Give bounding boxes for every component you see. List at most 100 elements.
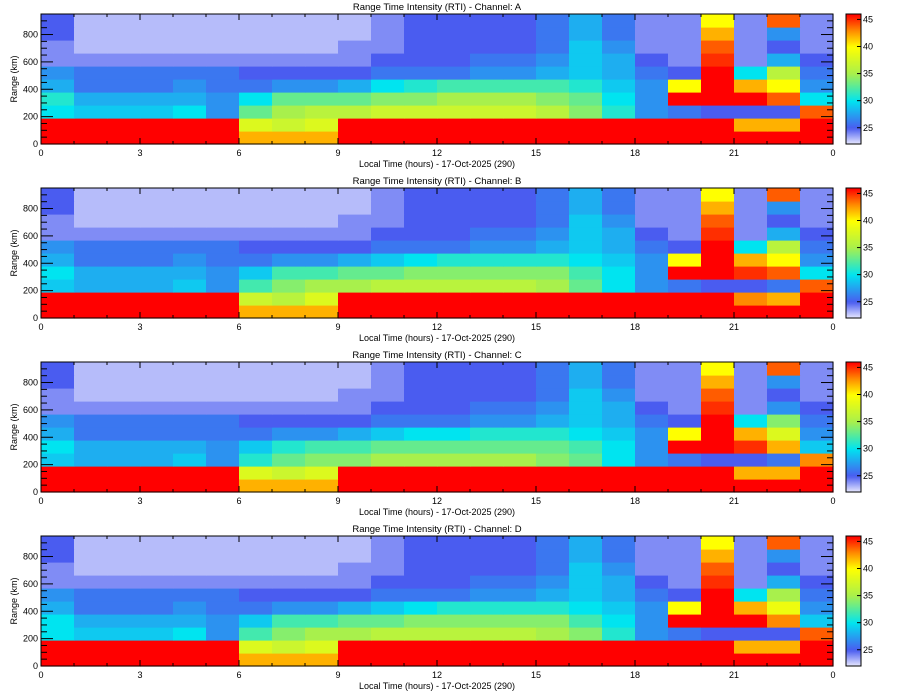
heatmap-cell <box>437 440 471 454</box>
colorbar-segment <box>846 266 861 269</box>
heatmap-cell <box>41 66 75 80</box>
heatmap-cell <box>41 118 75 132</box>
heatmap-cell <box>602 53 636 67</box>
colorbar-segment <box>846 422 861 425</box>
heatmap-cell <box>602 227 636 241</box>
heatmap-cell <box>107 427 141 441</box>
heatmap-cell <box>41 575 75 589</box>
colorbar-segment <box>846 440 861 443</box>
heatmap-cell <box>305 27 339 41</box>
colorbar-segment <box>846 488 861 491</box>
heatmap-cell <box>470 575 504 589</box>
y-tick-label: 600 <box>23 231 38 241</box>
colorbar-segment <box>846 588 861 591</box>
heatmap-cell <box>371 227 405 241</box>
colorbar-segment <box>846 372 861 375</box>
heatmap-cell <box>41 53 75 67</box>
heatmap-cell <box>800 479 834 493</box>
heatmap-cell <box>800 466 834 480</box>
heatmap-cell <box>41 453 75 467</box>
heatmap-cell <box>668 201 702 215</box>
heatmap-cell <box>272 279 306 293</box>
heatmap-cell <box>767 27 801 41</box>
colorbar-segment <box>846 412 861 415</box>
heatmap-cell <box>272 305 306 319</box>
heatmap-cell <box>305 79 339 93</box>
heatmap-cell <box>173 305 207 319</box>
heatmap-cell <box>206 188 240 202</box>
colorbar-segment <box>846 274 861 277</box>
colorbar-tick-label: 40 <box>863 564 873 574</box>
heatmap-cell <box>404 118 438 132</box>
heatmap-cell <box>569 40 603 54</box>
heatmap-cell <box>800 305 834 319</box>
heatmap-cell <box>470 453 504 467</box>
heatmap-cell <box>536 627 570 641</box>
colorbar-tick-label: 45 <box>863 14 873 24</box>
heatmap-cell <box>371 188 405 202</box>
heatmap-cell <box>635 188 669 202</box>
heatmap-cell <box>371 362 405 376</box>
heatmap-cell <box>41 536 75 550</box>
heatmap-cell <box>668 118 702 132</box>
heatmap-cell <box>536 388 570 402</box>
y-tick-label: 0 <box>33 313 38 323</box>
heatmap-cell <box>41 427 75 441</box>
heatmap-cell <box>734 466 768 480</box>
heatmap-cell <box>41 375 75 389</box>
heatmap-cell <box>206 253 240 267</box>
colorbar-segment <box>846 220 861 223</box>
heatmap-cell <box>701 588 735 602</box>
heatmap-cell <box>305 414 339 428</box>
heatmap-cell <box>338 453 372 467</box>
heatmap-cell <box>107 305 141 319</box>
x-tick-label: 0 <box>830 670 835 680</box>
heatmap-cell <box>569 214 603 228</box>
heatmap-cell <box>371 305 405 319</box>
x-tick-label: 21 <box>729 322 739 332</box>
heatmap-cell <box>800 53 834 67</box>
x-tick-label: 0 <box>830 322 835 332</box>
heatmap-cell <box>404 427 438 441</box>
heatmap-cell <box>338 214 372 228</box>
heatmap-cell <box>569 118 603 132</box>
heatmap-cell <box>635 614 669 628</box>
heatmap-cell <box>635 362 669 376</box>
heatmap-cell <box>371 536 405 550</box>
heatmap-cell <box>800 575 834 589</box>
heatmap-cell <box>602 640 636 654</box>
heatmap-cell <box>206 466 240 480</box>
heatmap-cell <box>635 536 669 550</box>
heatmap-cell <box>206 588 240 602</box>
heatmap-cell <box>536 27 570 41</box>
colorbar-segment <box>846 104 861 107</box>
heatmap-cell <box>140 14 174 28</box>
heatmap-cell <box>701 188 735 202</box>
heatmap-cell <box>338 79 372 93</box>
colorbar-segment <box>846 298 861 301</box>
y-tick-label: 400 <box>23 84 38 94</box>
colorbar-segment <box>846 76 861 79</box>
heatmap-cell <box>569 401 603 415</box>
heatmap-cell <box>140 227 174 241</box>
heatmap-cell <box>701 40 735 54</box>
colorbar-segment <box>846 656 861 659</box>
heatmap-cell <box>635 253 669 267</box>
heatmap-cell <box>668 375 702 389</box>
colorbar-segment <box>846 26 861 29</box>
heatmap-cell <box>338 614 372 628</box>
heatmap-cell <box>767 453 801 467</box>
heatmap-cell <box>74 549 108 563</box>
colorbar-segment <box>846 132 861 135</box>
heatmap-cell <box>173 66 207 80</box>
heatmap-cell <box>239 401 273 415</box>
heatmap-cell <box>668 105 702 119</box>
x-tick-label: 0 <box>830 148 835 158</box>
heatmap-cell <box>635 653 669 667</box>
heatmap-cell <box>602 27 636 41</box>
heatmap-cell <box>470 27 504 41</box>
heatmap-cell <box>569 201 603 215</box>
colorbar-segment <box>846 68 861 71</box>
heatmap-cell <box>734 305 768 319</box>
colorbar-segment <box>846 558 861 561</box>
